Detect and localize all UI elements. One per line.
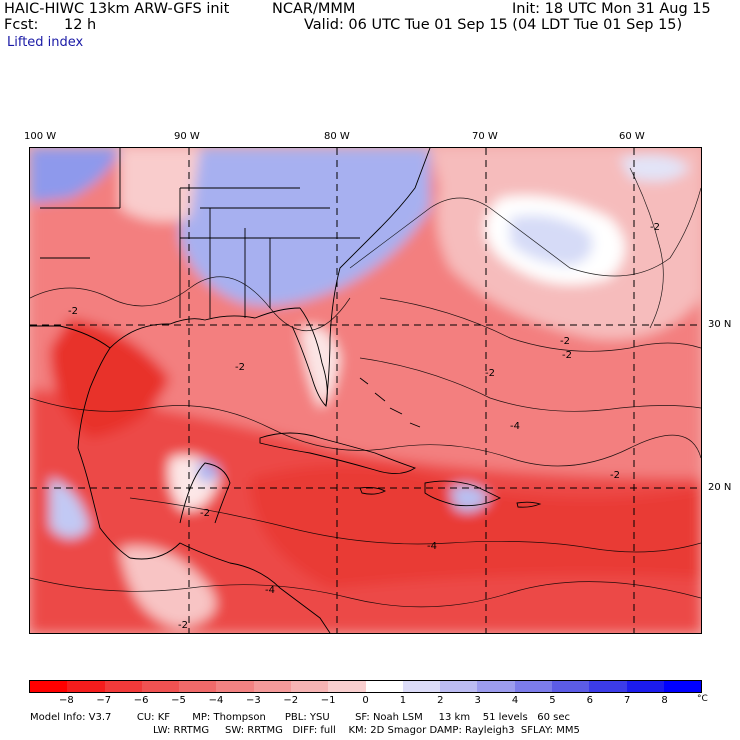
color-scale-tick-label: −2 [283,695,299,706]
color-scale-swatch [663,681,702,692]
contour-label: -2 [562,350,572,361]
color-scale-swatch [67,681,105,692]
color-scale-swatch [30,681,68,692]
color-scale-swatch [141,681,180,692]
lifted-index-map: -2 -2 -2 -2 -2 -2 -4 -4 -4 -2 -2 -2 [29,147,702,634]
color-scale-tick-label: −1 [320,695,336,706]
contour-label: -4 [265,585,275,596]
contour-label: -2 [650,222,660,233]
color-scale-tick-label: 6 [586,695,594,706]
map-canvas: -2 -2 -2 -2 -2 -2 -4 -4 -4 -2 -2 -2 [30,148,701,633]
lat-label-30n: 30 N [708,319,732,330]
color-scale-swatch [551,681,590,692]
color-scale-tick-label: 0 [362,695,369,706]
color-scale-swatch [402,681,441,692]
lon-label-90w: 90 W [174,131,200,142]
lon-label-70w: 70 W [472,131,498,142]
field-name: Lifted index [7,35,84,50]
model-info-line1: Model Info: V3.7 CU: KF MP: Thompson PBL… [30,712,570,723]
graticule [30,148,701,633]
model-title: HAIC-HIWC 13km ARW-GFS init [4,1,230,17]
color-scale-tick-label: −5 [171,695,186,706]
organization: NCAR/MMM [272,1,356,17]
color-scale-tick-label: −3 [245,695,261,706]
color-scale-swatch [477,681,515,692]
lat-label-20n: 20 N [708,482,732,493]
contour-label: -4 [510,421,520,432]
color-scale-swatch [179,681,217,692]
contour-label: -2 [485,368,495,379]
color-scale-tick-label: −6 [133,695,149,706]
color-scale-swatch [440,681,478,692]
lon-label-80w: 80 W [324,131,350,142]
color-scale-tick-label: −7 [96,695,112,706]
contour-label: -2 [200,508,210,519]
color-scale-swatch [626,681,664,692]
contour-label: -2 [560,336,570,347]
model-info-line2: LW: RRTMG SW: RRTMG DIFF: full KM: 2D Sm… [153,725,580,736]
color-scale-tick-label: 8 [661,695,668,706]
color-scale-tick-label: 4 [511,695,519,706]
lon-label-60w: 60 W [619,131,645,142]
contour-label: -2 [68,306,78,317]
color-scale-tick-label: 7 [624,695,631,706]
color-scale-swatch [290,681,329,692]
contour-label: -4 [427,541,437,552]
color-scale-unit: °C [697,694,708,704]
color-scale-swatch [253,681,291,692]
color-scale-tick-label: 5 [549,695,556,706]
color-scale-swatch [328,681,366,692]
color-scale-swatch [104,681,142,692]
coastlines [30,148,542,633]
lifted-index-field [30,148,701,633]
contour-label: -2 [178,620,188,631]
color-scale-swatch [589,681,627,692]
color-scale-tick-label: 3 [474,695,481,706]
contour-label: -2 [610,470,620,481]
color-scale-tick-label: 2 [437,695,444,706]
forecast-label: Fcst: [4,17,39,33]
contour-label-group: -2 -2 -2 -2 -2 -2 -4 -4 -4 -2 -2 -2 [68,222,660,631]
lon-label-100w: 100 W [24,131,57,142]
color-scale-swatch [514,681,552,692]
contour-label: -2 [235,362,245,373]
color-scale-tick-label: −4 [208,695,224,706]
color-scale-bar [29,680,702,693]
forecast-hours: 12 h [64,17,97,33]
color-scale-tick-label: −8 [59,695,74,706]
color-scale-swatch [216,681,254,692]
color-scale-tick-label: 1 [399,695,407,706]
init-time: Init: 18 UTC Mon 31 Aug 15 [512,1,711,17]
valid-time: Valid: 06 UTC Tue 01 Sep 15 (04 LDT Tue … [304,17,683,33]
contour-lines [30,167,701,608]
color-scale-swatch [365,681,403,692]
